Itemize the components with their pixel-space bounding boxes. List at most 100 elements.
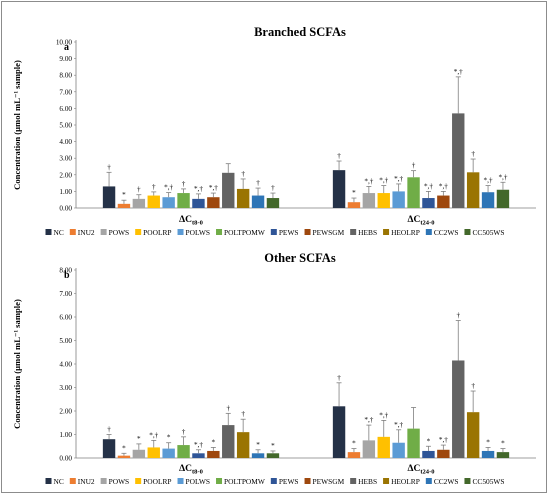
y-tick-label: 8.00	[59, 72, 72, 80]
significance-marker: *,†	[209, 184, 218, 192]
legend-swatch	[425, 229, 432, 235]
significance-marker: *,†	[439, 436, 448, 444]
significance-marker: †	[337, 152, 341, 160]
bar	[452, 360, 465, 458]
bar	[207, 197, 220, 208]
y-tick-label: 4.00	[59, 361, 72, 369]
legend-swatch	[216, 229, 223, 235]
significance-marker: †	[456, 312, 460, 320]
significance-marker: *,†	[484, 177, 493, 185]
category-main: ΔC	[179, 215, 192, 225]
legend-swatch	[383, 229, 390, 235]
bar	[481, 192, 495, 208]
legend-swatch	[270, 229, 277, 235]
significance-marker: *	[501, 440, 505, 448]
significance-marker: †	[226, 404, 230, 412]
legend-label: CC2WS	[434, 228, 459, 237]
legend-label: NC	[54, 228, 64, 237]
y-tick-label: 2.00	[59, 171, 72, 179]
bar	[481, 450, 495, 458]
significance-marker: †	[182, 428, 186, 436]
y-tick-label: 5.00	[59, 337, 72, 345]
legend-swatch	[304, 478, 311, 484]
y-tick-label: 4.00	[59, 138, 72, 146]
y-axis-title: Concentration (μmol mL⁻¹ sample)	[12, 299, 22, 429]
y-tick-label: 3.00	[59, 155, 72, 163]
legend-swatch	[45, 478, 52, 484]
legend-label: POWS	[109, 477, 130, 486]
y-tick-label: 5.00	[59, 122, 72, 130]
significance-marker: †	[271, 184, 275, 192]
bar	[132, 449, 146, 458]
legend-swatch	[350, 478, 357, 484]
bar	[251, 195, 265, 208]
bar	[466, 412, 480, 458]
category-main: ΔC	[408, 464, 421, 474]
legend: NC INU2 POWS POOLRP POLWS POLTPOMW PEWS PEWSGM H…	[45, 477, 504, 486]
bar	[332, 406, 346, 458]
legend-swatch	[464, 229, 471, 235]
legend-swatch	[177, 229, 184, 235]
chart-panel-a: Branched SCFAs a 0.00 1.00 2.00 3.00 4.00 5.00 6…	[12, 25, 536, 237]
legend-label: INU2	[78, 477, 95, 486]
legend-swatch	[100, 229, 107, 235]
significance-marker: *	[212, 438, 216, 446]
significance-marker: *,†	[194, 185, 203, 193]
significance-marker: †	[107, 426, 111, 434]
bar	[347, 202, 361, 208]
bar	[236, 188, 250, 208]
bar	[162, 448, 175, 458]
significance-marker: *	[486, 438, 490, 446]
bar	[117, 455, 131, 458]
legend-label: POLWS	[186, 228, 211, 237]
significance-marker: *	[122, 191, 126, 199]
legend-label: POWS	[109, 228, 130, 237]
y-tick-label: 3.00	[59, 384, 72, 392]
legend-swatch	[350, 229, 357, 235]
significance-marker: *,†	[424, 182, 433, 190]
legend-swatch	[383, 478, 390, 484]
bar	[251, 453, 265, 458]
legend-label: HEOLRP	[391, 228, 420, 237]
legend-swatch	[216, 478, 223, 484]
legend-label: NC	[54, 477, 64, 486]
legend-label: PEWS	[279, 477, 299, 486]
y-tick-label: 0.00	[59, 455, 72, 463]
bar	[392, 442, 405, 458]
bar	[222, 172, 235, 208]
chart-title: Other SCFAs	[264, 251, 336, 265]
legend-swatch	[45, 229, 52, 235]
bar	[266, 453, 280, 458]
y-tick-label: 7.00	[59, 290, 72, 298]
significance-marker: †	[471, 382, 475, 390]
bar	[162, 197, 175, 208]
legend-label: PEWS	[279, 228, 299, 237]
significance-marker: *,†	[454, 68, 463, 76]
significance-marker: *,†	[394, 175, 403, 183]
significance-marker: †	[241, 410, 245, 418]
bar	[147, 447, 160, 458]
bar	[266, 198, 280, 208]
legend-label: POLWS	[186, 477, 211, 486]
significance-marker: †	[182, 180, 186, 188]
bar	[466, 172, 480, 208]
legend-label: CC505WS	[472, 228, 504, 237]
bar	[422, 450, 435, 458]
bar	[496, 452, 510, 458]
bar	[192, 453, 205, 458]
x-category-label: ΔCt8-0	[179, 464, 203, 476]
legend-label: PEWSGM	[313, 228, 345, 237]
significance-marker: *,†	[364, 416, 373, 424]
significance-marker: *	[256, 441, 260, 449]
significance-marker: †	[412, 162, 416, 170]
category-subscript: t24-0	[420, 469, 434, 476]
y-tick-label: 6.00	[59, 105, 72, 113]
bar	[132, 198, 146, 208]
significance-marker: *,†	[379, 177, 388, 185]
legend-label: HEBS	[358, 228, 377, 237]
significance-marker: †	[471, 150, 475, 158]
significance-marker: *	[271, 442, 275, 450]
bar	[362, 193, 376, 208]
significance-marker: *,†	[439, 182, 448, 190]
bar	[422, 198, 435, 208]
